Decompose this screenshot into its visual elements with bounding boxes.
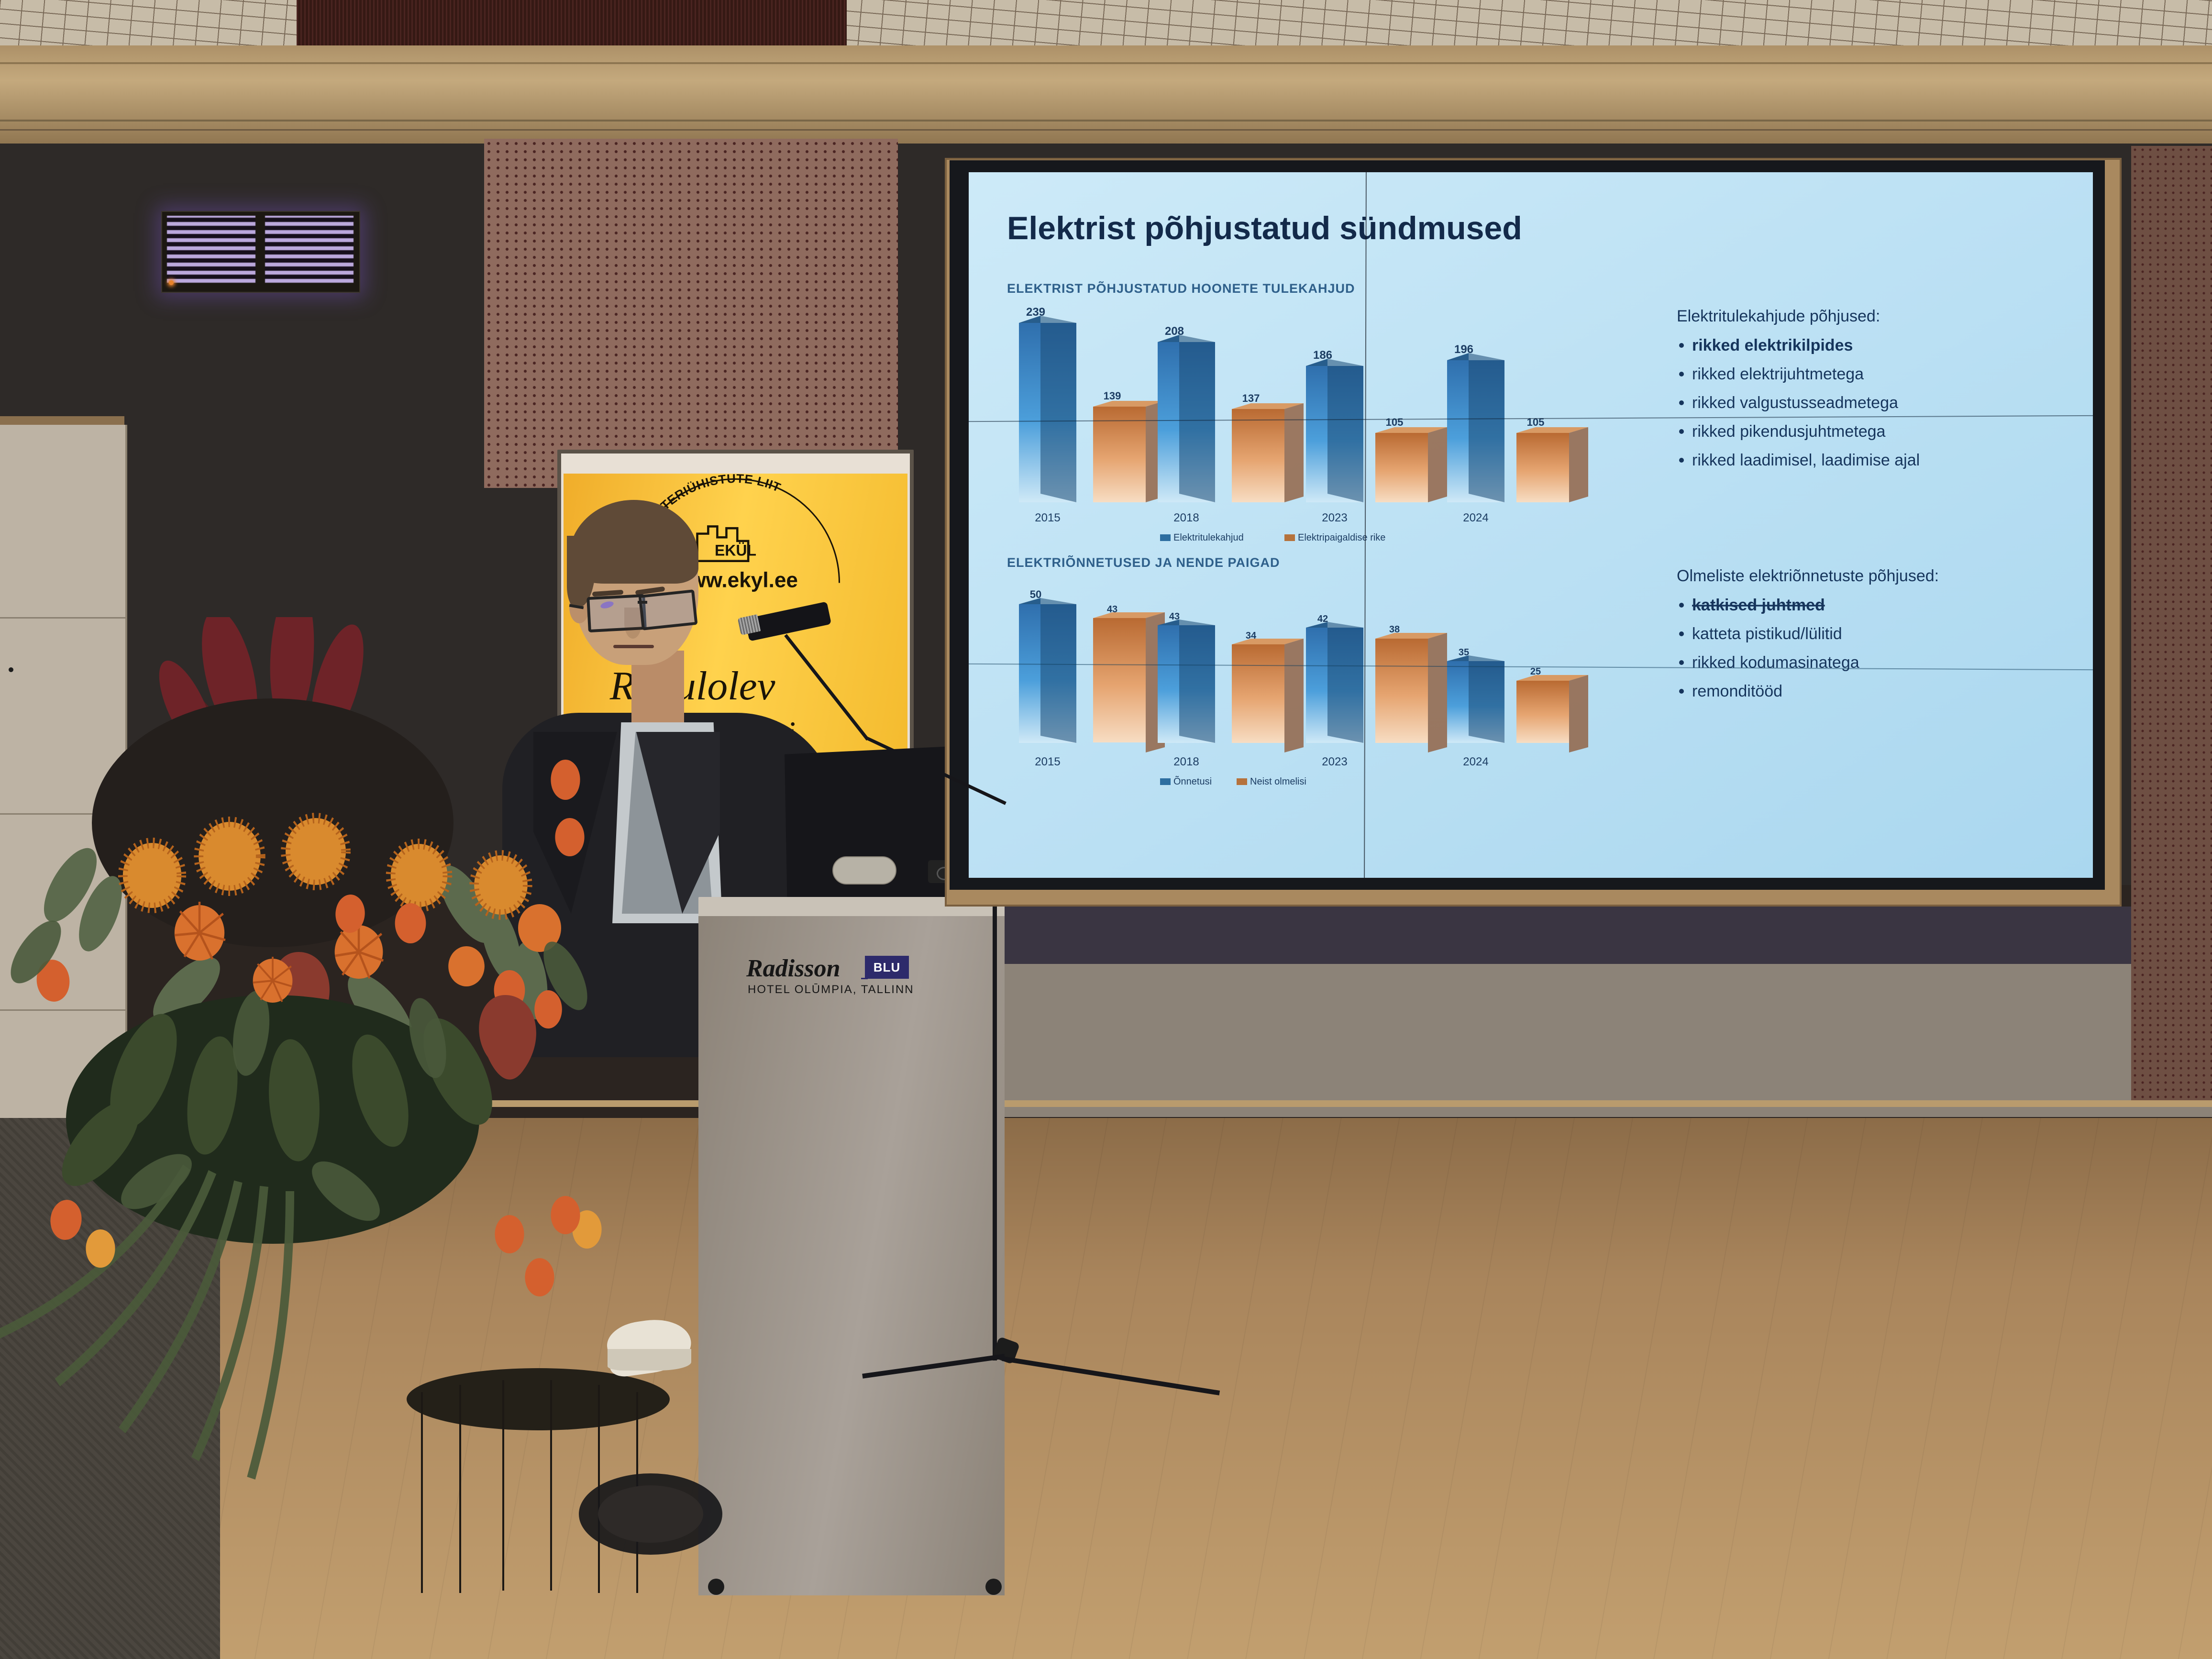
- svg-text:139: 139: [1104, 390, 1121, 402]
- svg-text:2015: 2015: [1035, 511, 1060, 524]
- svg-text:rikked elektrikilpides: rikked elektrikilpides: [1692, 336, 1853, 354]
- svg-text:2015: 2015: [1035, 755, 1060, 768]
- svg-text:Elektritulekahjud: Elektritulekahjud: [1173, 532, 1244, 543]
- svg-text:katkised juhtmed: katkised juhtmed: [1692, 596, 1825, 614]
- svg-text:rikked valgustusseadmetega: rikked valgustusseadmetega: [1692, 394, 1898, 412]
- svg-text:remonditööd: remonditööd: [1692, 682, 1782, 700]
- svg-text:katteta pistikud/lülitid: katteta pistikud/lülitid: [1692, 625, 1842, 643]
- svg-text:rikked pikendusjuhtmetega: rikked pikendusjuhtmetega: [1692, 422, 1886, 441]
- svg-text:Elektritulekahjude põhjused:: Elektritulekahjude põhjused:: [1677, 307, 1880, 325]
- svg-text:Elektripaigaldise rike: Elektripaigaldise rike: [1298, 532, 1385, 543]
- svg-text:Olmeliste elektriõnnetuste põh: Olmeliste elektriõnnetuste põhjused:: [1677, 567, 1939, 585]
- svg-text:105: 105: [1386, 416, 1404, 428]
- svg-text:2018: 2018: [1173, 755, 1199, 768]
- svg-text:rikked elektrijuhtmetega: rikked elektrijuhtmetega: [1692, 365, 1864, 383]
- svg-text:137: 137: [1242, 392, 1260, 404]
- svg-text:ELEKTRIÕNNETUSED JA NENDE PAIG: ELEKTRIÕNNETUSED JA NENDE PAIGAD: [1007, 555, 1280, 570]
- svg-text:2023: 2023: [1322, 511, 1347, 524]
- svg-text:Neist olmelisi: Neist olmelisi: [1250, 776, 1306, 787]
- svg-text:ELEKTRIST PÕHJUSTATUD HOONETE: ELEKTRIST PÕHJUSTATUD HOONETE TULEKAHJUD: [1007, 281, 1355, 296]
- svg-text:Elektrist põhjustatud sündmuse: Elektrist põhjustatud sündmused: [1007, 210, 1522, 246]
- svg-text:2023: 2023: [1322, 755, 1347, 768]
- svg-text:2018: 2018: [1173, 511, 1199, 524]
- svg-text:rikked laadimisel, laadimise a: rikked laadimisel, laadimise ajal: [1692, 451, 1920, 469]
- svg-text:2024: 2024: [1463, 755, 1488, 768]
- svg-text:Õnnetusi: Õnnetusi: [1173, 775, 1212, 787]
- svg-text:2024: 2024: [1463, 511, 1488, 524]
